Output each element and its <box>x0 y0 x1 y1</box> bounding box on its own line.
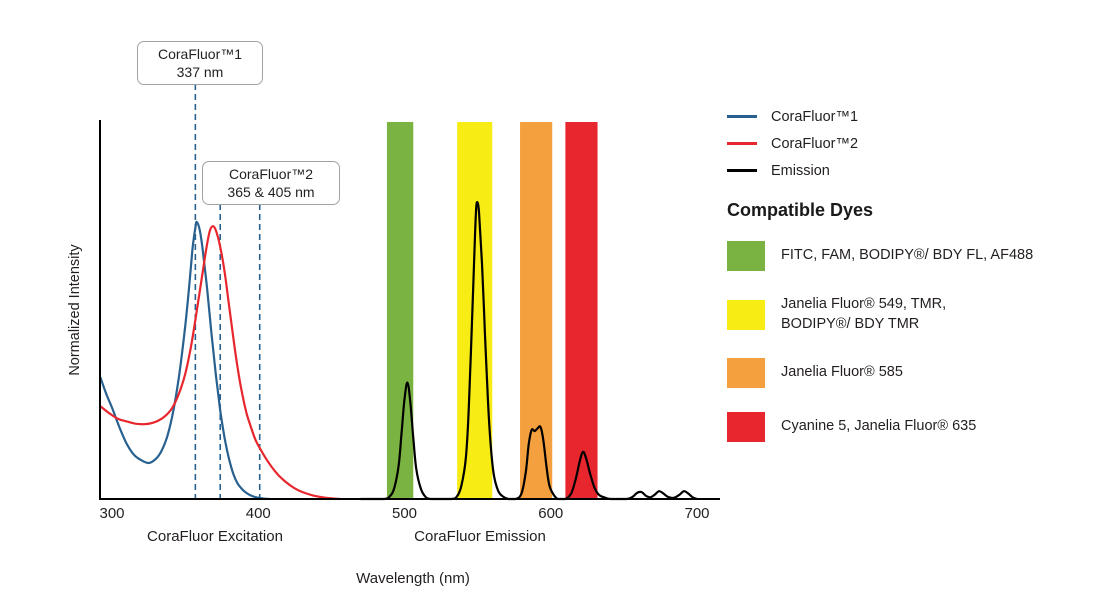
yellow-dye-swatch <box>727 299 765 330</box>
dye-band <box>457 122 493 499</box>
Emission <box>360 201 698 501</box>
CoraFluor™1 excitation <box>99 220 270 501</box>
legend-row-corafluor2: CoraFluor™2 <box>727 130 1105 157</box>
legend-label-corafluor2: CoraFluor™2 <box>771 135 859 152</box>
legend-label-emission: Emission <box>771 162 830 179</box>
CoraFluor™2 excitation <box>99 225 341 501</box>
x-tick-label: 500 <box>392 505 417 522</box>
annotation-corafluor1: CoraFluor™1 337 nm <box>137 41 263 85</box>
axis-lines <box>99 120 720 500</box>
dye-label-green: FITC, FAM, BODIPY®/ BDY FL, AF488 <box>781 247 1034 264</box>
orange-dye-swatch <box>727 358 765 389</box>
dye-label-yellow-line2: BODIPY®/ BDY TMR <box>781 315 920 332</box>
annotation-corafluor2-name: CoraFluor™2 <box>228 165 314 182</box>
x-tick-label: 600 <box>538 505 563 522</box>
x-tick-label: 700 <box>684 505 709 522</box>
compatible-dyes-heading: Compatible Dyes <box>727 200 874 220</box>
dye-label-orange: Janelia Fluor® 585 <box>781 364 903 381</box>
dye-row-green: FITC, FAM, BODIPY®/ BDY FL, AF488 <box>727 241 1105 271</box>
y-axis-label: Normalized Intensity <box>67 244 83 376</box>
x-section-label-emission: CoraFluor Emission <box>414 528 546 545</box>
annotation-corafluor1-name: CoraFluor™1 <box>157 45 243 62</box>
x-axis-label: Wavelength (nm) <box>356 570 470 587</box>
green-dye-swatch <box>727 241 765 271</box>
x-tick-label: 300 <box>99 505 124 522</box>
emission-line-swatch <box>727 169 757 172</box>
legend-row-emission: Emission <box>727 157 1105 184</box>
dye-band <box>565 122 598 499</box>
dye-row-red: Cyanine 5, Janelia Fluor® 635 <box>727 412 1105 443</box>
x-tick-label: 400 <box>246 505 271 522</box>
annotation-corafluor2: CoraFluor™2 365 & 405 nm <box>202 161 340 205</box>
x-section-label-excitation: CoraFluor Excitation <box>147 528 283 545</box>
red-dye-swatch <box>727 412 765 443</box>
annotation-corafluor2-wavelength: 365 & 405 nm <box>227 184 315 200</box>
dye-label-yellow: Janelia Fluor® 549, TMR, <box>781 296 947 312</box>
dye-band <box>386 122 414 499</box>
dye-row-yellow: Janelia Fluor® 549, TMR, BODIPY®/ BDY TM… <box>727 295 1105 334</box>
corafluor2-line-swatch <box>727 142 757 145</box>
corafluor1-line-swatch <box>727 115 757 118</box>
dye-label-red: Cyanine 5, Janelia Fluor® 635 <box>781 418 977 435</box>
legend-label-corafluor1: CoraFluor™1 <box>771 108 859 125</box>
legend-row-corafluor1: CoraFluor™1 <box>727 103 1105 130</box>
annotation-corafluor1-wavelength: 337 nm <box>176 64 224 80</box>
dye-band <box>520 122 553 499</box>
dye-row-orange: Janelia Fluor® 585 <box>727 358 1105 389</box>
legend: CoraFluor™1 CoraFluor™2 Emission Compati… <box>727 103 1105 466</box>
